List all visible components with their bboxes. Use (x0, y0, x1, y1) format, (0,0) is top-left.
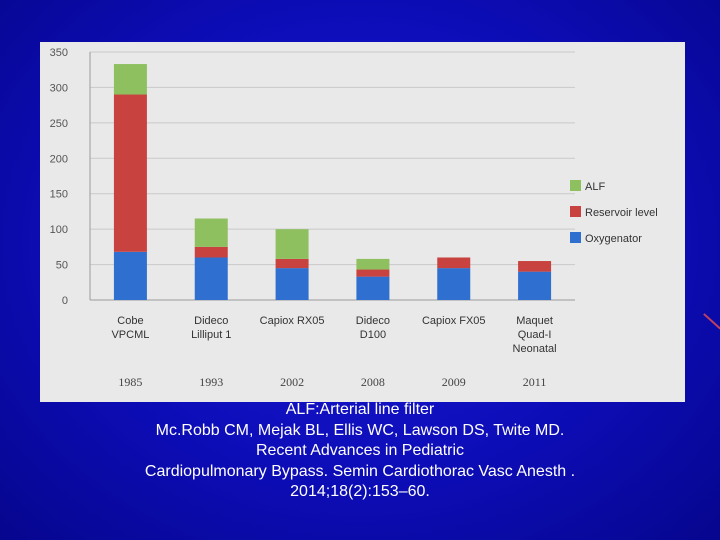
legend-label: Reservoir level (585, 207, 658, 219)
decorative-line (703, 313, 720, 330)
bar-segment-reservoir-level (275, 258, 309, 269)
y-tick-label: 150 (50, 189, 68, 201)
y-tick-label: 350 (50, 47, 68, 59)
x-category-label: D100 (360, 329, 386, 341)
bar-segment-oxygenator (518, 271, 552, 300)
year-label: 1993 (199, 375, 223, 389)
bar-segment-reservoir-level (518, 261, 552, 272)
caption-line-5: 2014;18(2):153–60. (290, 483, 430, 500)
legend-label: Oxygenator (585, 233, 642, 245)
chart-panel: 0 50 100 150 200 250 300 350 Cobe VPCML 1985 Dideco… (40, 42, 685, 402)
y-tick-label: 100 (50, 224, 68, 236)
bar-segment-alf (113, 64, 147, 95)
legend-swatch (570, 232, 581, 243)
bar-segment-alf (356, 258, 390, 270)
legend-swatch (570, 180, 581, 191)
bar-segment-oxygenator (275, 268, 309, 300)
year-label: 2002 (280, 375, 304, 389)
x-category-label: Cobe (117, 315, 143, 327)
y-tick-label: 250 (50, 118, 68, 130)
bar-segment-reservoir-level (194, 246, 228, 258)
caption-line-3: Recent Advances in Pediatric (255, 442, 465, 459)
bar-segment-oxygenator (113, 251, 147, 300)
caption: ALF:Arterial line filter Mc.Robb CM, Mej… (0, 400, 720, 503)
legend-label: ALF (585, 181, 605, 193)
stacked-bar-chart: 0 50 100 150 200 250 300 350 Cobe VPCML 1985 Dideco… (50, 47, 658, 389)
x-category-label: Dideco (194, 315, 228, 327)
x-category-label: VPCML (111, 329, 149, 341)
bar-segment-oxygenator (194, 257, 228, 300)
y-tick-label: 50 (56, 260, 68, 272)
bar-segment-reservoir-level (437, 257, 471, 269)
y-tick-label: 0 (62, 295, 68, 307)
bar-segment-reservoir-level (356, 269, 390, 277)
caption-line-2: Mc.Robb CM, Mejak BL, Ellis WC, Lawson D… (155, 421, 565, 439)
year-label: 2011 (523, 375, 547, 389)
y-tick-label: 300 (50, 82, 68, 94)
caption-line-4: Cardiopulmonary Bypass. Semin Cardiothor… (144, 462, 576, 480)
legend-swatch (570, 206, 581, 217)
x-category-label: Dideco (356, 315, 390, 327)
x-category-label: Maquet (516, 315, 553, 327)
bar-segment-alf (275, 229, 309, 259)
y-tick-label: 200 (50, 153, 68, 165)
bar-segment-alf (194, 218, 228, 247)
bar-segment-oxygenator (437, 268, 471, 300)
year-label: 2008 (361, 375, 385, 389)
x-category-label: Capiox RX05 (260, 315, 325, 327)
bar-segment-oxygenator (356, 276, 390, 300)
caption-line-1: ALF:Arterial line filter (285, 401, 435, 418)
x-category-label: Neonatal (513, 343, 557, 355)
x-category-label: Quad-I (518, 329, 552, 341)
bar-segment-reservoir-level (113, 94, 147, 252)
x-category-label: Lilliput 1 (191, 329, 231, 341)
year-label: 1985 (118, 375, 142, 389)
x-category-label: Capiox FX05 (422, 315, 486, 327)
year-label: 2009 (442, 375, 466, 389)
